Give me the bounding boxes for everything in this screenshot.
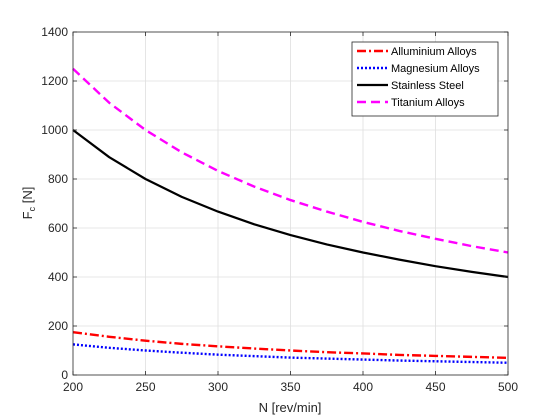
legend-label-magnesium-alloys: Magnesium Alloys (391, 63, 480, 75)
x-tick-label: 250 (135, 380, 155, 394)
y-tick-label: 400 (48, 270, 68, 284)
x-axis-label: N [rev/min] (259, 400, 322, 415)
series-line-alluminium-alloys (72, 330, 509, 360)
legend: Alluminium Alloys Magnesium Alloys Stainle… (351, 41, 499, 117)
legend-label-titanium-alloys: Titanium Alloys (391, 97, 465, 109)
series-line-stainless-steel (72, 129, 509, 279)
y-tick-label: 0 (61, 368, 68, 382)
y-tick-label: 1200 (41, 74, 68, 88)
x-tick-label: 400 (353, 380, 373, 394)
series-line-magnesium-alloys (72, 343, 509, 364)
y-tick-label: 1000 (41, 123, 68, 137)
x-tick-label: 300 (208, 380, 228, 394)
x-tick-label: 500 (498, 380, 518, 394)
y-axis-label-main: F (20, 211, 35, 219)
x-tick-label: 350 (280, 380, 300, 394)
x-tick-label: 200 (63, 380, 83, 394)
legend-box (351, 41, 499, 117)
y-axis-label-subscript: c (27, 206, 37, 211)
y-tick-label: 800 (48, 172, 68, 186)
y-axis-label: Fc [N] (20, 187, 37, 220)
legend-label-stainless-steel: Stainless Steel (391, 80, 464, 92)
series-line-titanium-alloys (72, 67, 509, 254)
legend-label-alluminium-alloys: Alluminium Alloys (391, 46, 477, 58)
y-tick-label: 1400 (41, 25, 68, 39)
series-lines (72, 67, 509, 364)
x-tick-label: 450 (425, 380, 445, 394)
ticks: 200 250 300 350 400 450 5000200400600800100012… (41, 25, 518, 394)
y-axis-label-unit: [N] (20, 187, 35, 207)
y-tick-label: 600 (48, 221, 68, 235)
y-tick-label: 200 (48, 319, 68, 333)
